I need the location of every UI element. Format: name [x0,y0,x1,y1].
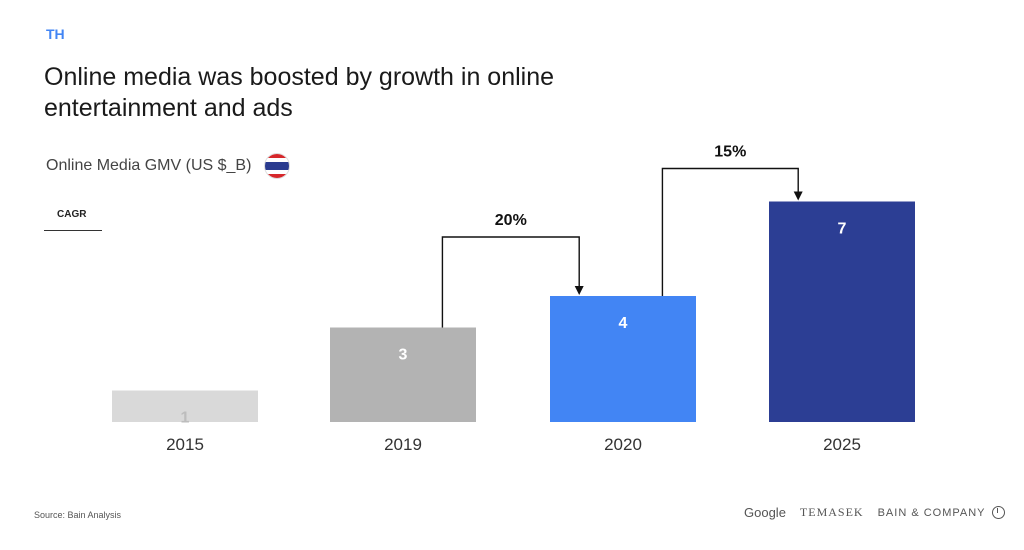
bain-mark-icon [991,506,1005,519]
source-note: Source: Bain Analysis [34,510,122,520]
thailand-flag-icon [265,154,290,178]
cagr-arrow-head-1 [574,286,584,295]
bar-value-label-2020: 4 [619,315,628,332]
cagr-label-2: 15% [714,144,746,161]
cagr-label-1: 20% [495,212,527,229]
partner-logos: Google TEMASEK BAIN & COMPANY [744,505,1005,520]
x-tick-label-2020: 2020 [604,435,642,454]
temasek-logo: TEMASEK [799,505,864,519]
bar-value-label-2019: 3 [399,347,408,364]
cagr-legend-label: CAGR [44,209,102,231]
x-tick-label-2025: 2025 [823,435,861,454]
x-tick-label-2019: 2019 [384,435,422,454]
bar-value-label-2025: 7 [838,221,847,238]
google-logo: Google [744,505,786,520]
bar-2020 [550,296,696,422]
bain-logo: BAIN & COMPANY [878,506,1005,519]
bar-value-label-2015: 1 [181,410,190,427]
bar-2025 [769,201,915,422]
cagr-arrow-line-2 [661,167,799,296]
chart-subtitle: Online Media GMV (US $_B) [46,157,252,174]
region-tag: TH [46,26,65,42]
bain-logo-text: BAIN & COMPANY [877,506,986,519]
chart-subtitle-row: Online Media GMV (US $_B) [46,154,290,178]
bar-2019 [330,327,476,422]
cagr-arrow-line-1 [441,236,580,328]
cagr-arrow-head-2 [793,191,803,201]
page-title: Online media was boosted by growth in on… [44,63,555,122]
x-tick-label-2015: 2015 [166,435,204,454]
bar-2015 [112,390,258,422]
